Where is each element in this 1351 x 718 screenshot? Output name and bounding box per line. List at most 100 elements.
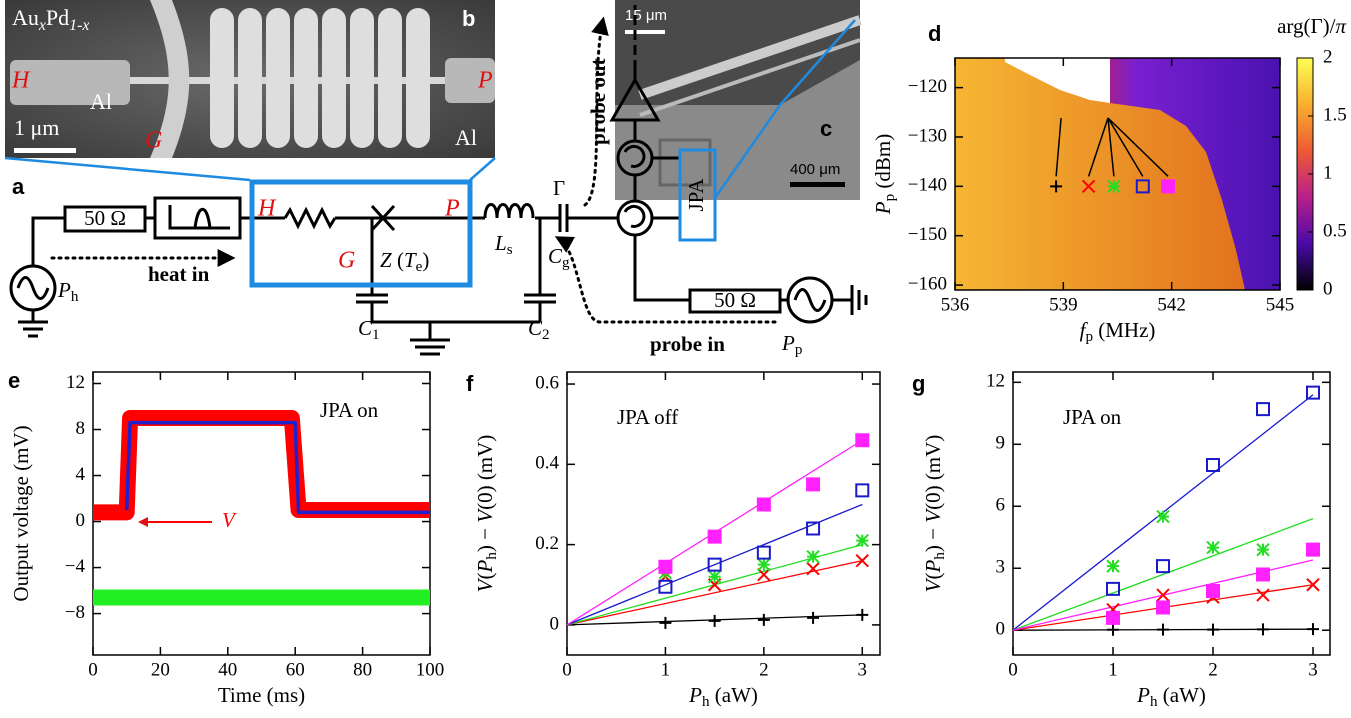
impedance-label: Z (Te): [380, 248, 429, 276]
plot-frame: [1012, 371, 1331, 656]
heatmap-empty: [1005, 58, 1110, 103]
capacitor-label: C2: [528, 316, 550, 344]
text-part: Pd: [46, 5, 69, 30]
text-part: Z: [380, 248, 392, 272]
marker: [757, 613, 770, 626]
marker: [1256, 588, 1270, 602]
x-tick-label: 3: [858, 659, 868, 680]
colorbar-tick-label: 1: [1323, 162, 1333, 183]
marker: [707, 529, 722, 544]
marker: [1156, 588, 1170, 602]
text-part: Time (ms): [218, 683, 305, 707]
panel-label: e: [8, 368, 20, 393]
resistor-label: 50 Ω: [714, 288, 756, 312]
x-axis-label: Ph (aW): [1136, 683, 1206, 711]
capacitor-label: Cg: [548, 244, 570, 272]
x-tick-label: 536: [941, 294, 970, 315]
y-axis-label: V(Ph) − V(0) (mV): [473, 435, 501, 593]
al-label: Al: [90, 89, 112, 114]
text-part: V: [473, 577, 497, 592]
panel-label: g: [912, 371, 925, 396]
colorbar-tick-label: 0.5: [1323, 220, 1347, 241]
y-tick-label: 12: [66, 372, 85, 393]
x-tick-label: 542: [1157, 294, 1186, 315]
x-tick-label: 3: [1308, 659, 1318, 680]
marker: [1106, 610, 1120, 625]
text-part: P: [921, 559, 945, 573]
y-tick-label: 6: [996, 495, 1006, 516]
marker: [1256, 542, 1270, 557]
text-part: ): [422, 248, 429, 272]
annotation: JPA off: [617, 405, 678, 429]
annotation-line: [1055, 117, 1062, 177]
marker: [1107, 623, 1119, 636]
y-tick-label: −120: [908, 76, 947, 97]
x-tick-label: 1: [661, 659, 671, 680]
marker: [806, 477, 821, 492]
annotation: V: [222, 508, 237, 532]
scale-label: 15 μm: [625, 7, 667, 24]
x-tick-label: 0: [88, 659, 98, 680]
y-tick-label: 0.6: [535, 372, 559, 393]
text-part: T: [404, 248, 417, 272]
text-part: C: [358, 316, 373, 340]
text-part: π: [1335, 14, 1346, 38]
colorbar-tick-label: 2: [1323, 46, 1333, 67]
text-part: P: [781, 331, 795, 355]
text-part: 2: [542, 327, 550, 343]
marker: [757, 568, 771, 582]
annotation-line: [1087, 117, 1109, 177]
probe-out-label: probe out: [586, 58, 610, 145]
y-tick-label: 4: [76, 464, 86, 485]
text-part: P: [57, 278, 71, 302]
y-tick-label: −4: [65, 556, 86, 577]
y-axis-label: V(Ph) − V(0) (mV): [921, 435, 949, 593]
text-part: (0) (mV): [921, 435, 945, 510]
x-tick-label: 0: [562, 659, 572, 680]
text-part: (: [921, 572, 945, 579]
marker: [1050, 180, 1063, 193]
text-part: Output voltage (mV): [9, 425, 33, 601]
text-part: V: [921, 577, 945, 592]
marker: [1157, 623, 1169, 636]
text-part: L: [494, 231, 507, 255]
probe-in-label: probe in: [650, 332, 725, 356]
text-part: P: [688, 683, 702, 707]
x-tick-label: 539: [1049, 294, 1078, 315]
text-part: ) −: [473, 523, 497, 552]
y-tick-label: −140: [908, 175, 947, 196]
annotation: JPA on: [320, 398, 379, 422]
lead-label: H: [11, 68, 31, 94]
y-tick-label: 0: [996, 619, 1006, 640]
text-part: (: [392, 248, 404, 272]
marker: [855, 483, 870, 498]
y-tick-label: −150: [908, 224, 947, 245]
panel-label: c: [820, 116, 832, 141]
panel-label: f: [466, 371, 474, 396]
text-part: x: [38, 17, 46, 34]
text-part: V: [921, 508, 945, 523]
marker: [807, 611, 820, 624]
y-tick-label: 9: [996, 433, 1006, 454]
y-tick-label: −8: [65, 602, 85, 623]
circuit: a 50 Ω 50 Ω heat in probe in probe out J…: [4, 5, 868, 358]
text-part: (MHz): [1093, 318, 1155, 342]
panel-label: d: [928, 21, 941, 46]
text-part: f: [1080, 318, 1089, 342]
colorbar-tick-label: 1.5: [1323, 104, 1347, 125]
fit-line: [566, 503, 863, 626]
marker: [1306, 578, 1320, 592]
lead-label: P: [477, 68, 493, 94]
y-tick-label: 0.4: [535, 453, 559, 474]
text-part: h: [1150, 694, 1158, 710]
fit-line: [566, 560, 863, 626]
fit-line: [124, 420, 430, 515]
x-tick-label: 2: [759, 659, 769, 680]
text-part: h: [71, 289, 79, 305]
text-part: ) −: [921, 523, 945, 552]
panel-label: a: [12, 174, 25, 199]
text-part: 1: [372, 327, 380, 343]
marker: [707, 557, 722, 572]
micrograph-b: AuxPd1-x b H P G Al Al 1 μm: [5, 0, 495, 158]
